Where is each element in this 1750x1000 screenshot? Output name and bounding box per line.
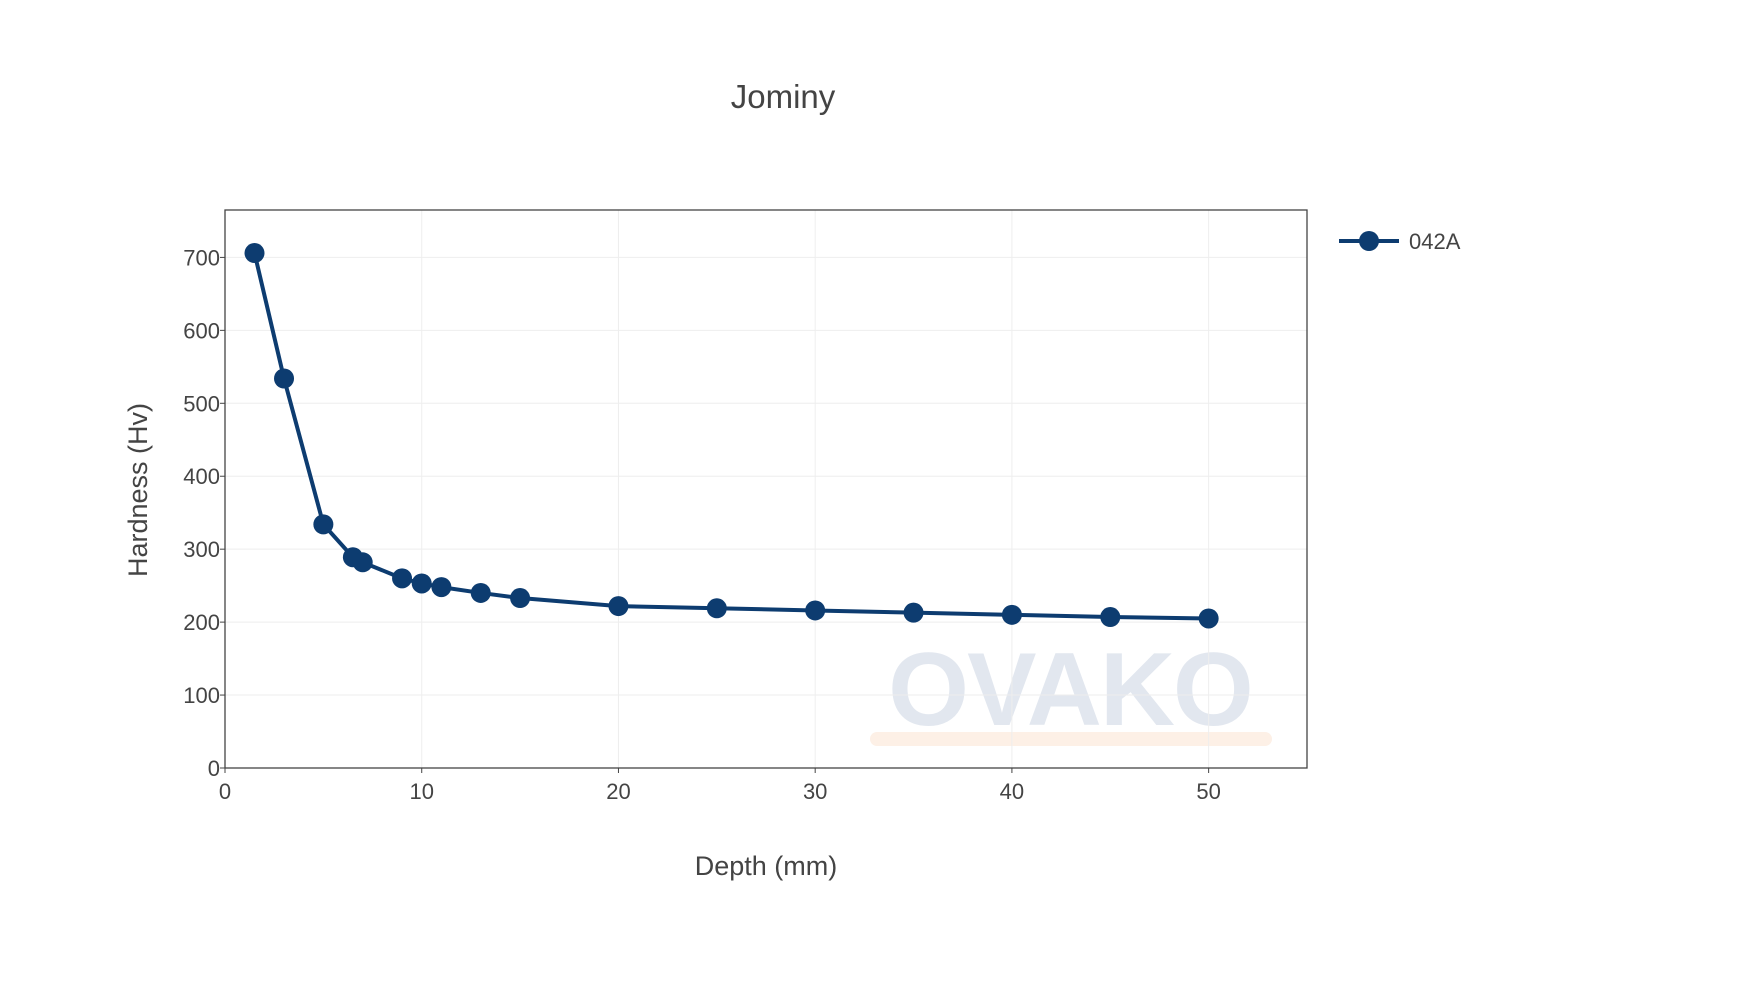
y-tick-label: 500 [183,391,220,416]
y-tick-label: 400 [183,464,220,489]
y-tick-label: 600 [183,318,220,343]
data-point [805,600,826,621]
x-tick-label: 50 [1196,779,1220,804]
data-point [1198,608,1219,629]
x-tick-label: 40 [1000,779,1024,804]
legend-marker [1359,231,1379,251]
data-point [1001,604,1022,625]
chart-title: Jominy [731,78,836,115]
x-tick-label: 10 [409,779,433,804]
y-axis-title: Hardness (Hv) [123,403,153,577]
x-axis-title: Depth (mm) [695,851,838,881]
y-axis: 0 100 200 300 400 500 600 700 [183,245,225,781]
data-point [1100,607,1121,628]
watermark-underline [870,732,1272,746]
data-point [313,514,334,535]
data-point [706,598,727,619]
data-point [352,552,373,573]
grid [224,210,1307,769]
series-layer [244,243,1219,629]
legend: 042A [1339,229,1461,254]
series-line [252,252,1209,621]
y-tick-label: 0 [208,756,220,781]
legend-label: 042A [1409,229,1461,254]
data-point [411,573,432,594]
y-tick-label: 300 [183,537,220,562]
data-point [470,582,491,603]
y-tick-label: 700 [183,245,220,270]
plot-area [224,209,1308,769]
data-point [431,577,452,598]
legend-item[interactable]: 042A [1339,229,1461,254]
data-point [510,588,531,609]
data-point [244,243,265,264]
x-tick-label: 0 [219,779,231,804]
x-tick-label: 20 [606,779,630,804]
data-point [274,368,295,389]
watermark: OVAKO [870,632,1272,748]
x-axis: 0 10 20 30 40 50 [219,768,1221,804]
data-point [392,568,413,589]
y-tick-label: 200 [183,610,220,635]
data-point [903,602,924,623]
x-tick-label: 30 [803,779,827,804]
y-tick-label: 100 [183,683,220,708]
data-point [608,596,629,617]
watermark-logo: OVAKO [888,632,1252,748]
